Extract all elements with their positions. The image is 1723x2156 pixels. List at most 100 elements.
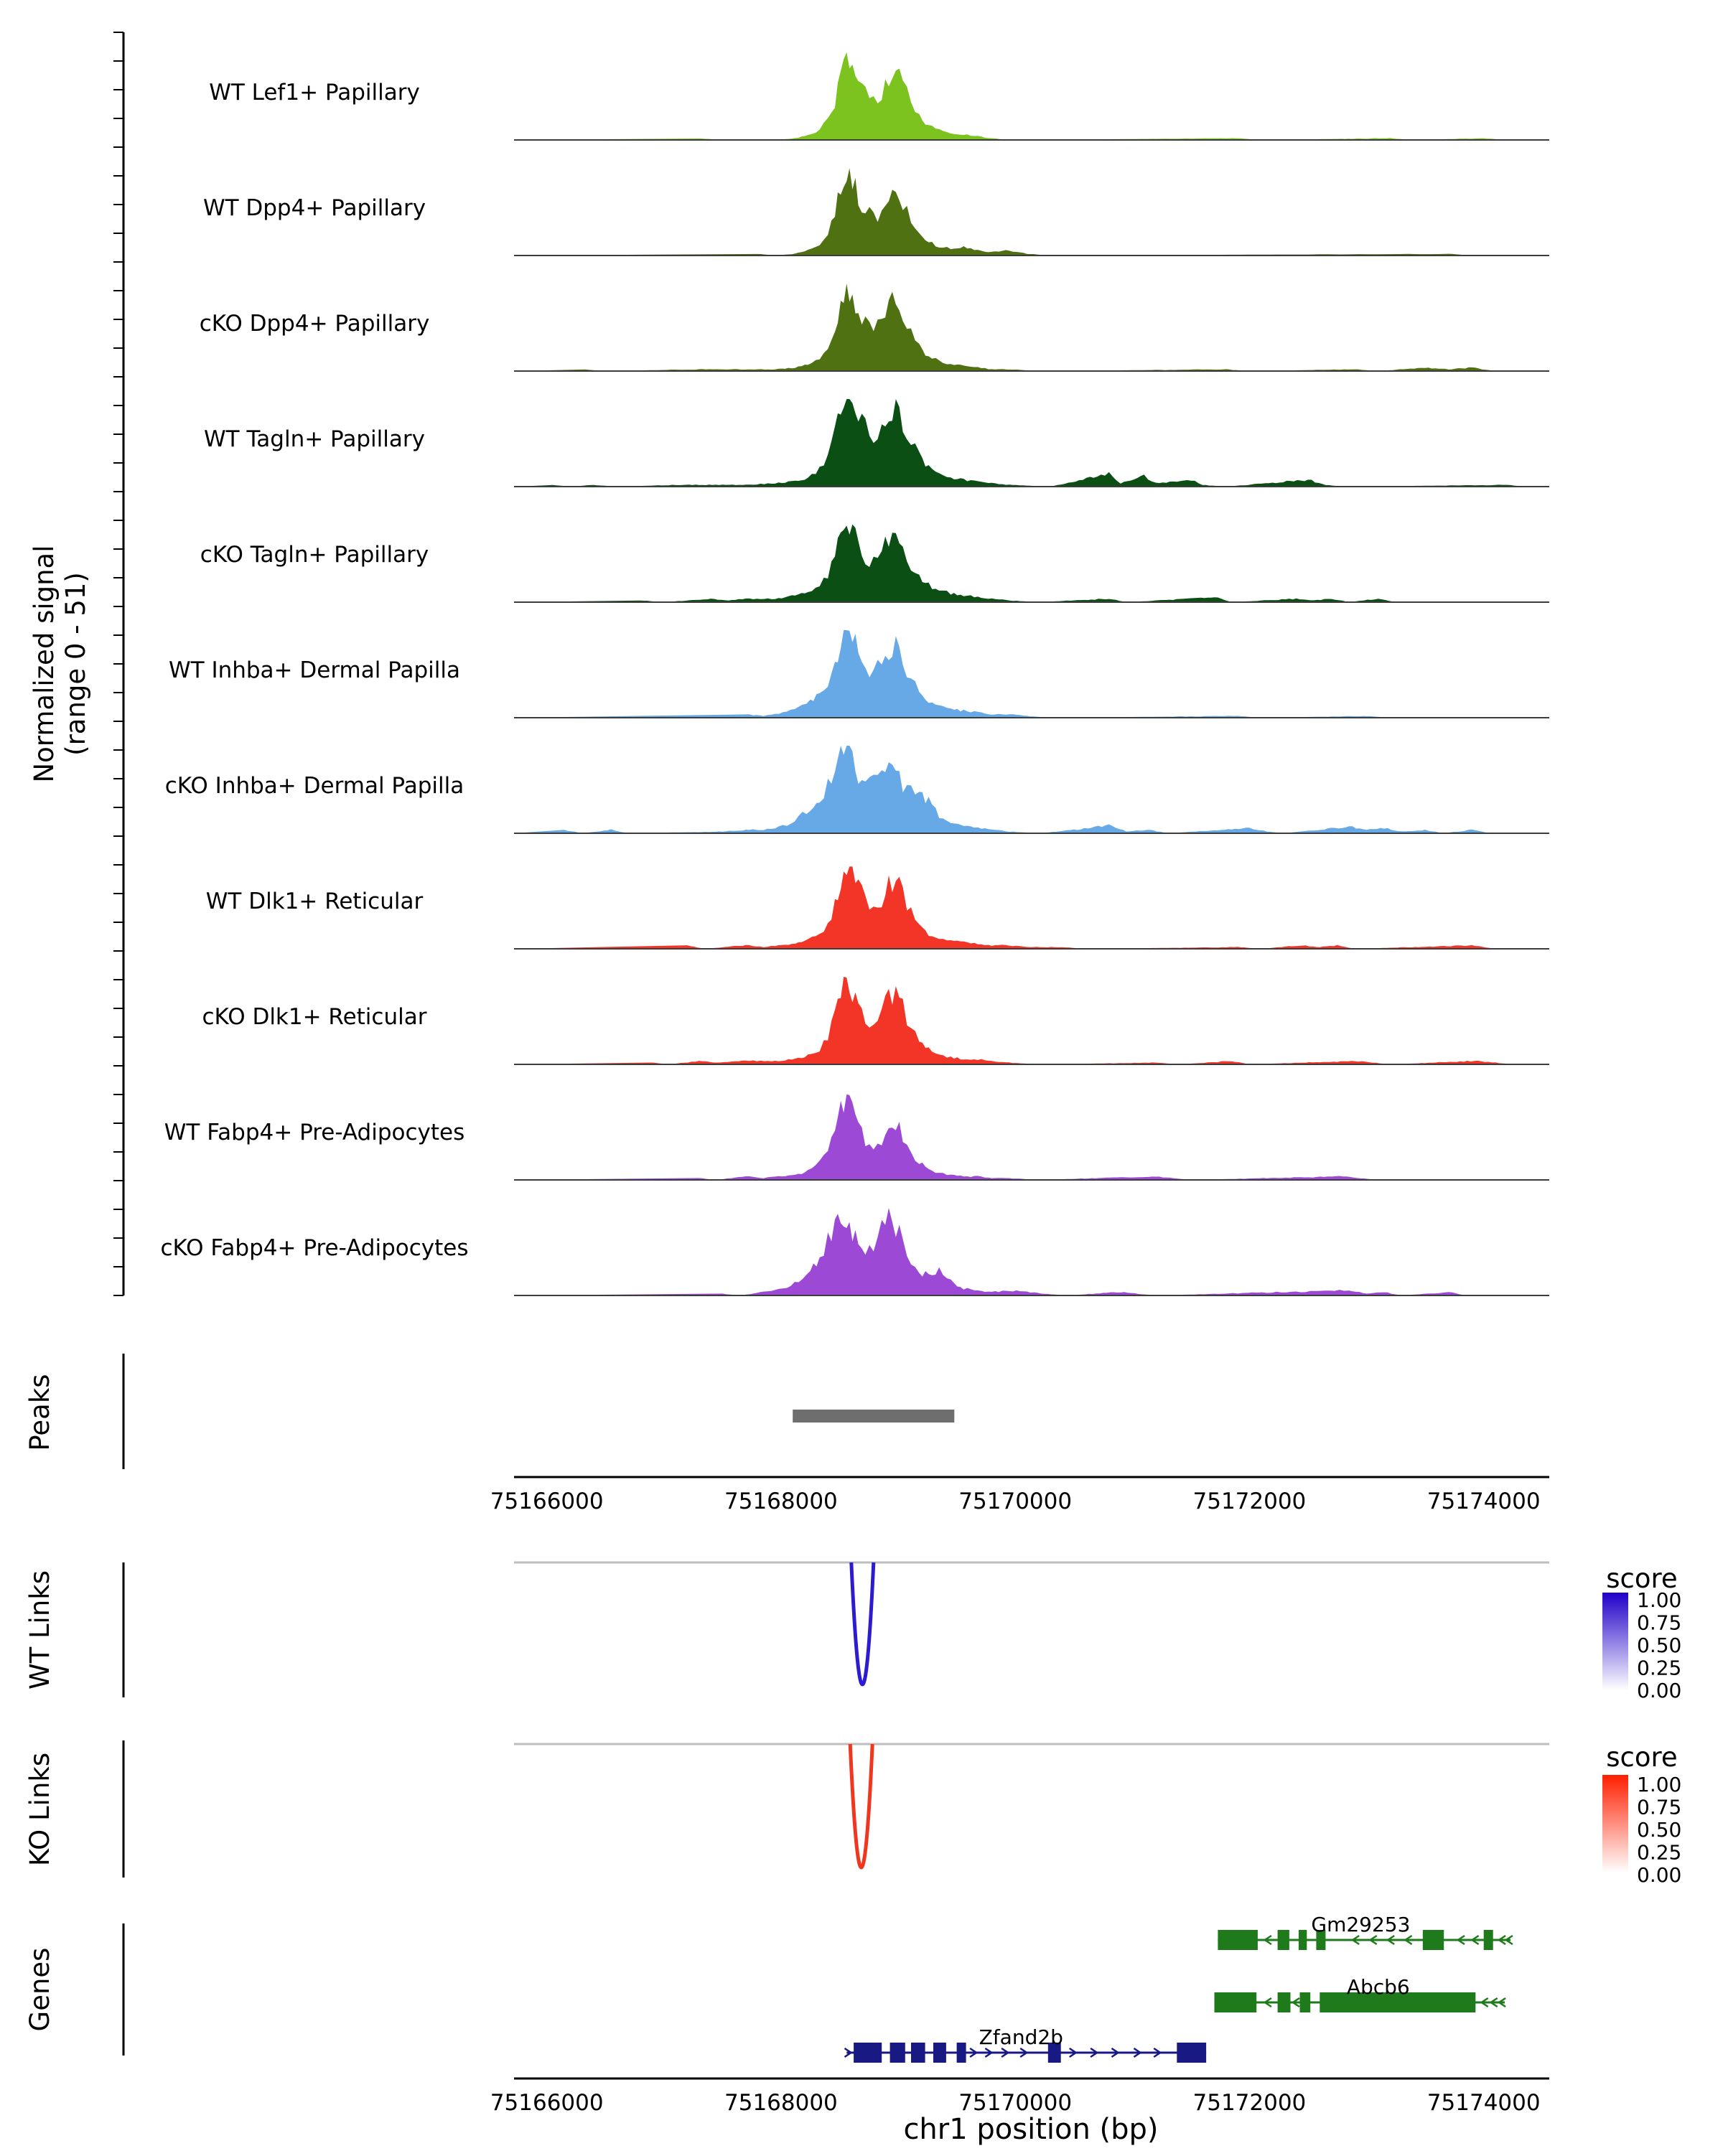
gene-exon: [1320, 1992, 1476, 2012]
gene-exon: [956, 2043, 966, 2063]
section-label-wt-links: WT Links: [24, 1570, 55, 1689]
coverage-track-area: [514, 977, 1549, 1064]
section-label-peaks: Peaks: [24, 1374, 55, 1450]
genome-axis-tick-label: 75168000: [724, 2090, 838, 2116]
coverage-track-area: [514, 1094, 1549, 1180]
gene-strand-chevron: [1350, 1934, 1360, 1946]
gene-strand-chevron: [1456, 1934, 1465, 1946]
coverage-track-area: [514, 524, 1549, 602]
gene-strand-chevron: [1069, 2047, 1078, 2058]
score-legend-title-ko: score: [1606, 1742, 1677, 1773]
track-label: WT Inhba+ Dermal Papilla: [169, 657, 460, 683]
score-legend-bar-KO: [1602, 1775, 1628, 1873]
gene-strand-chevron: [1470, 1934, 1480, 1946]
section-label-genes: Genes: [24, 1948, 55, 2032]
gene-exon: [1422, 1930, 1444, 1950]
track-label: cKO Fabp4+ Pre-Adipocytes: [161, 1235, 469, 1261]
coverage-track-area: [514, 52, 1549, 140]
score-legend-tick-label: 0.00: [1637, 1863, 1681, 1887]
gene-strand-chevron: [1153, 2047, 1162, 2058]
y-axis-label-line2: (range 0 - 51): [60, 572, 91, 756]
coverage-track-area: [514, 866, 1549, 949]
gene-strand-chevron: [1504, 1934, 1513, 1946]
gene-strand-chevron: [1480, 1997, 1489, 2008]
coverage-track-area: [514, 283, 1549, 371]
score-legend-bar-WT: [1602, 1593, 1628, 1690]
gene-exon: [1483, 1930, 1493, 1950]
gene-exon: [1299, 1992, 1311, 2012]
gene-exon: [1298, 1930, 1307, 1950]
y-axis-label-line1: Normalized signal: [29, 545, 60, 782]
genome-axis-tick-label: 75174000: [1427, 2090, 1541, 2116]
gene-exon: [1277, 1930, 1289, 1950]
gene-exon: [854, 2043, 882, 2063]
score-legend-tick-label: 0.50: [1637, 1634, 1681, 1657]
track-label: cKO Inhba+ Dermal Papilla: [165, 773, 464, 799]
gene-strand-chevron: [1133, 2047, 1142, 2058]
genome-axis-tick-label: 75172000: [1193, 2090, 1307, 2116]
genome-axis-tick-label: 75170000: [958, 2090, 1072, 2116]
gene-strand-chevron: [1263, 1934, 1272, 1946]
genome-axis-tick-label: 75166000: [490, 1489, 604, 1514]
gene-exon: [911, 2043, 925, 2063]
x-axis-title: chr1 position (bp): [903, 2113, 1158, 2146]
gene-strand-chevron: [984, 2047, 994, 2058]
score-legend-tick-label: 0.25: [1637, 1656, 1681, 1680]
link-loop-KO: [848, 1743, 874, 1870]
gene-strand-chevron: [1263, 1997, 1272, 2008]
gene-exon: [889, 2043, 905, 2063]
score-legend-tick-label: 0.75: [1637, 1611, 1681, 1635]
score-legend-title-wt: score: [1606, 1563, 1677, 1594]
track-label: WT Dpp4+ Papillary: [203, 195, 426, 221]
gene-name-label: Zfand2b: [979, 2025, 1063, 2049]
track-label: WT Dlk1+ Reticular: [206, 889, 424, 914]
link-loop-WT: [849, 1562, 876, 1687]
section-label-ko-links: KO Links: [24, 1753, 55, 1866]
gene-exon: [1218, 1930, 1258, 1950]
gene-strand-chevron: [1368, 1934, 1378, 1946]
gene-strand-chevron: [844, 2047, 853, 2058]
coverage-track-area: [514, 168, 1549, 256]
coverage-track-area: [514, 746, 1549, 833]
track-label: cKO Dlk1+ Reticular: [202, 1004, 427, 1030]
track-label: cKO Tagln+ Papillary: [200, 542, 429, 568]
gene-strand-chevron: [1019, 2047, 1029, 2058]
genome-axis-tick-label: 75170000: [958, 1489, 1072, 1514]
genome-axis-tick-label: 75166000: [490, 2090, 604, 2116]
gene-strand-chevron: [1111, 2047, 1120, 2058]
gene-exon: [1277, 1992, 1291, 2012]
score-legend-tick-label: 1.00: [1637, 1588, 1681, 1612]
score-legend-tick-label: 1.00: [1637, 1773, 1681, 1796]
gene-exon: [1214, 1992, 1257, 2012]
gene-strand-chevron: [1001, 2047, 1010, 2058]
gene-name-label: Abcb6: [1347, 1975, 1410, 1999]
coverage-track-area: [514, 630, 1549, 718]
score-legend-tick-label: 0.75: [1637, 1796, 1681, 1819]
gene-exon: [1177, 2043, 1207, 2063]
gene-strand-chevron: [969, 2047, 979, 2058]
gene-strand-chevron: [1404, 1934, 1413, 1946]
genome-axis-tick-label: 75172000: [1193, 1489, 1307, 1514]
gene-strand-chevron: [1090, 2047, 1099, 2058]
gene-strand-chevron: [1291, 1997, 1300, 2008]
track-label: cKO Dpp4+ Papillary: [200, 311, 430, 337]
gene-strand-chevron: [1386, 1934, 1395, 1946]
coverage-track-area: [514, 1208, 1549, 1295]
track-label: WT Lef1+ Papillary: [209, 80, 420, 106]
peak-region: [793, 1410, 955, 1423]
track-label: WT Fabp4+ Pre-Adipocytes: [164, 1120, 465, 1145]
genome-axis-tick-label: 75168000: [724, 1489, 838, 1514]
gene-strand-chevron: [1489, 1997, 1498, 2008]
generated-graphics: WT Lef1+ Papillary WT Dpp4+ Papillary cKO …: [113, 32, 1681, 2116]
gene-strand-chevron: [1497, 1997, 1506, 2008]
gene-strand-chevron: [1497, 1934, 1506, 1946]
gene-exon: [1047, 2043, 1061, 2063]
coverage-track-area: [514, 399, 1549, 487]
genome-axis-tick-label: 75174000: [1427, 1489, 1541, 1514]
score-legend-tick-label: 0.50: [1637, 1818, 1681, 1842]
gene-exon: [1316, 1930, 1326, 1950]
track-label: WT Tagln+ Papillary: [204, 426, 425, 452]
score-legend-tick-label: 0.25: [1637, 1841, 1681, 1865]
gene-name-label: Gm29253: [1311, 1913, 1410, 1936]
